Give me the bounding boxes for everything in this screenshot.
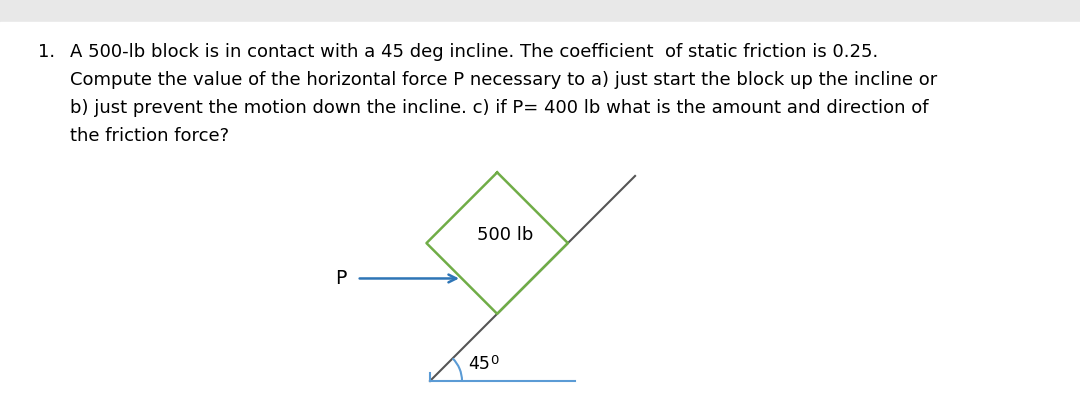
Text: 500 lb: 500 lb [477,226,534,244]
Text: Compute the value of the horizontal force P necessary to a) just start the block: Compute the value of the horizontal forc… [70,71,937,89]
Bar [0,0,1080,22]
Text: the friction force?: the friction force? [70,127,229,145]
Text: A 500-lb block is in contact with a 45 deg incline. The coefficient  of static f: A 500-lb block is in contact with a 45 d… [70,43,878,61]
Text: 0: 0 [490,354,498,367]
Text: 45: 45 [468,355,490,373]
Text: b) just prevent the motion down the incline. c) if P= 400 lb what is the amount : b) just prevent the motion down the incl… [70,99,929,117]
Text: 1.: 1. [38,43,55,61]
Text: P: P [336,269,347,288]
